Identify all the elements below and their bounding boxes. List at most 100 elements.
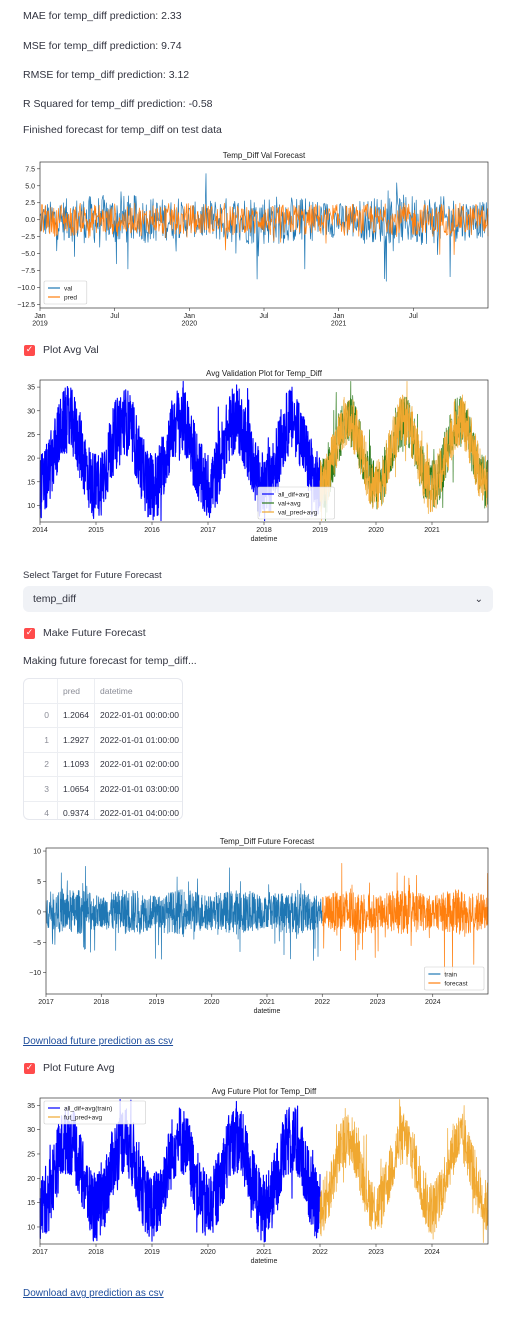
- y-tick-label: 10: [27, 1224, 35, 1231]
- legend-box: [257, 486, 335, 520]
- x-tick-label: Jan: [184, 313, 195, 320]
- legend-label: val: [64, 286, 73, 293]
- plot-future-avg-checkbox[interactable]: ✓ Plot Future Avg: [24, 1062, 115, 1074]
- mse-text: MSE for temp_diff prediction: 9.74: [23, 40, 182, 52]
- legend-label: fut_pred+avg: [64, 1115, 103, 1122]
- legend-box: [43, 1100, 146, 1125]
- x-tick-label: 2016: [144, 527, 160, 534]
- future-forecast-chart-svg: Temp_Diff Future Forecast 10 5 0 −5 −10 2017 20…: [29, 837, 489, 1015]
- x-tick-label: 2019: [312, 527, 328, 534]
- make-future-label: Make Future Forecast: [43, 627, 146, 639]
- chevron-down-icon[interactable]: ⌄: [474, 593, 483, 605]
- x-tick-label: Jul: [409, 313, 418, 320]
- series-line-all-dif-avg-train-: [39, 1098, 321, 1243]
- x-tick-label: Jul: [260, 313, 269, 320]
- x-tick-label: 2022: [314, 999, 330, 1006]
- avg-future-chart-svg: Avg Future Plot for Temp_Diff 35 30 25 20 15 1…: [27, 1087, 489, 1265]
- y-tick-label: 10: [33, 849, 41, 856]
- x-tick-label: 2019: [32, 321, 48, 328]
- y-tick-label: 25: [27, 1151, 35, 1158]
- table-cell-pred: 1.0654: [58, 777, 95, 801]
- x-tick-label: 2018: [88, 1249, 104, 1256]
- y-tick-label: 30: [27, 408, 35, 415]
- y-tick-label: 0: [37, 909, 41, 916]
- table-row: 4 0.9374 2022-01-01 04:00:00: [24, 801, 182, 819]
- x-tick-label: 2020: [204, 999, 220, 1006]
- series-line-forecast: [321, 862, 489, 975]
- y-tick-label: 5: [37, 879, 41, 886]
- checkbox-checked-icon[interactable]: ✓: [24, 1062, 35, 1074]
- x-tick-label: 2020: [182, 321, 198, 328]
- chart-title: Avg Future Plot for Temp_Diff: [212, 1087, 317, 1096]
- table-row: 0 1.2064 2022-01-01 00:00:00: [24, 703, 182, 728]
- avg-validation-chart-svg: Avg Validation Plot for Temp_Diff 35 30 25 2…: [27, 369, 489, 543]
- y-tick-label: 15: [27, 479, 35, 486]
- legend-label: pred: [64, 295, 77, 302]
- table-cell-index: 1: [24, 728, 58, 752]
- x-axis-label: datetime: [251, 536, 278, 543]
- y-tick-label: 0.0: [25, 217, 35, 224]
- select-target-label: Select Target for Future Forecast: [23, 570, 162, 581]
- legend-box: [43, 280, 88, 305]
- legend-label: forecast: [444, 981, 467, 988]
- x-tick-label: 2014: [32, 527, 48, 534]
- checkbox-checked-icon[interactable]: ✓: [24, 344, 35, 356]
- table-cell-pred: 1.1093: [58, 752, 95, 776]
- download-future-link[interactable]: Download future prediction as csv: [23, 1036, 174, 1047]
- legend-label: val+avg: [278, 501, 301, 508]
- y-tick-label: 20: [27, 1176, 35, 1183]
- table-row: 2 1.1093 2022-01-01 02:00:00: [24, 752, 182, 777]
- x-tick-label: 2023: [370, 999, 386, 1006]
- series-line-train: [45, 865, 323, 961]
- x-tick-label: 2021: [259, 999, 275, 1006]
- legend-label: train: [444, 972, 457, 979]
- x-tick-label: 2020: [200, 1249, 216, 1256]
- making-forecast-text: Making future forecast for temp_diff...: [23, 655, 197, 667]
- legend-label: all_dif+avg(train): [64, 1106, 112, 1113]
- val-forecast-chart: Temp_Diff Val Forecast 7.5 5.0 2.5 0.0 −2.5 −5…: [0, 148, 528, 338]
- future-forecast-chart: Temp_Diff Future Forecast 10 5 0 −5 −10 2017 20…: [0, 834, 528, 1024]
- x-tick-label: 2018: [256, 527, 272, 534]
- series-line-fut-pred-avg: [319, 1099, 489, 1243]
- table-cell-pred: 0.9374: [58, 801, 95, 819]
- x-tick-label: 2021: [256, 1249, 272, 1256]
- chart-title: Avg Validation Plot for Temp_Diff: [206, 369, 323, 378]
- plot-avg-val-checkbox[interactable]: ✓ Plot Avg Val: [24, 344, 99, 356]
- x-tick-label: 2015: [88, 527, 104, 534]
- y-tick-label: −2.5: [21, 234, 35, 241]
- make-future-checkbox[interactable]: ✓ Make Future Forecast: [24, 627, 146, 639]
- download-avg-link[interactable]: Download avg prediction as csv: [23, 1288, 164, 1299]
- table-row: 1 1.2927 2022-01-01 01:00:00: [24, 728, 182, 753]
- table-row: 3 1.0654 2022-01-01 03:00:00: [24, 777, 182, 802]
- x-tick-label: 2018: [93, 999, 109, 1006]
- y-tick-label: −7.5: [21, 268, 35, 275]
- table-header-datetime[interactable]: datetime: [100, 685, 133, 696]
- y-tick-label: 2.5: [25, 200, 35, 207]
- x-tick-label: 2019: [144, 1249, 160, 1256]
- table-header-pred[interactable]: pred: [58, 679, 95, 703]
- chart-title: Temp_Diff Val Forecast: [223, 151, 306, 160]
- table-cell-datetime: 2022-01-01 03:00:00: [100, 783, 179, 794]
- x-tick-label: 2021: [424, 527, 440, 534]
- series-line-all-dif-avg: [39, 380, 321, 522]
- x-tick-label: 2022: [312, 1249, 328, 1256]
- table-cell-index: 0: [24, 703, 58, 727]
- table-cell-datetime: 2022-01-01 01:00:00: [100, 734, 179, 745]
- y-tick-label: 5.0: [25, 183, 35, 190]
- y-tick-label: −5.0: [21, 251, 35, 258]
- avg-validation-chart: Avg Validation Plot for Temp_Diff 35 30 25 2…: [0, 366, 528, 556]
- table-cell-pred: 1.2064: [58, 703, 95, 727]
- table-cell-index: 4: [24, 801, 58, 819]
- mae-text: MAE for temp_diff prediction: 2.33: [23, 10, 182, 22]
- target-select[interactable]: temp_diff ⌄: [23, 586, 493, 612]
- checkbox-checked-icon[interactable]: ✓: [24, 627, 35, 639]
- table-cell-datetime: 2022-01-01 04:00:00: [100, 808, 179, 819]
- x-tick-label: Jan: [34, 313, 45, 320]
- x-tick-label: 2021: [331, 321, 347, 328]
- x-tick-label: 2024: [425, 999, 441, 1006]
- table-cell-datetime: 2022-01-01 00:00:00: [100, 710, 179, 721]
- table-cell-pred: 1.2927: [58, 728, 95, 752]
- legend-label: val_pred+avg: [278, 510, 318, 517]
- forecast-table[interactable]: pred datetime 0 1.2064 2022-01-01 00:00:…: [23, 678, 183, 820]
- y-tick-label: 10: [27, 503, 35, 510]
